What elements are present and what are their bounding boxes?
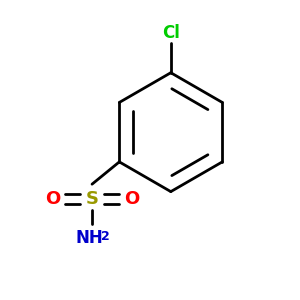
Text: S: S	[85, 190, 98, 208]
Text: 2: 2	[101, 230, 110, 243]
Text: O: O	[124, 190, 139, 208]
Text: NH: NH	[76, 229, 104, 247]
Text: Cl: Cl	[162, 23, 180, 41]
Text: O: O	[45, 190, 60, 208]
